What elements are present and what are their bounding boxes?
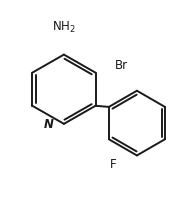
Text: N: N xyxy=(43,118,53,131)
Text: NH$_2$: NH$_2$ xyxy=(52,20,76,35)
Text: F: F xyxy=(110,158,116,171)
Text: Br: Br xyxy=(115,59,128,72)
